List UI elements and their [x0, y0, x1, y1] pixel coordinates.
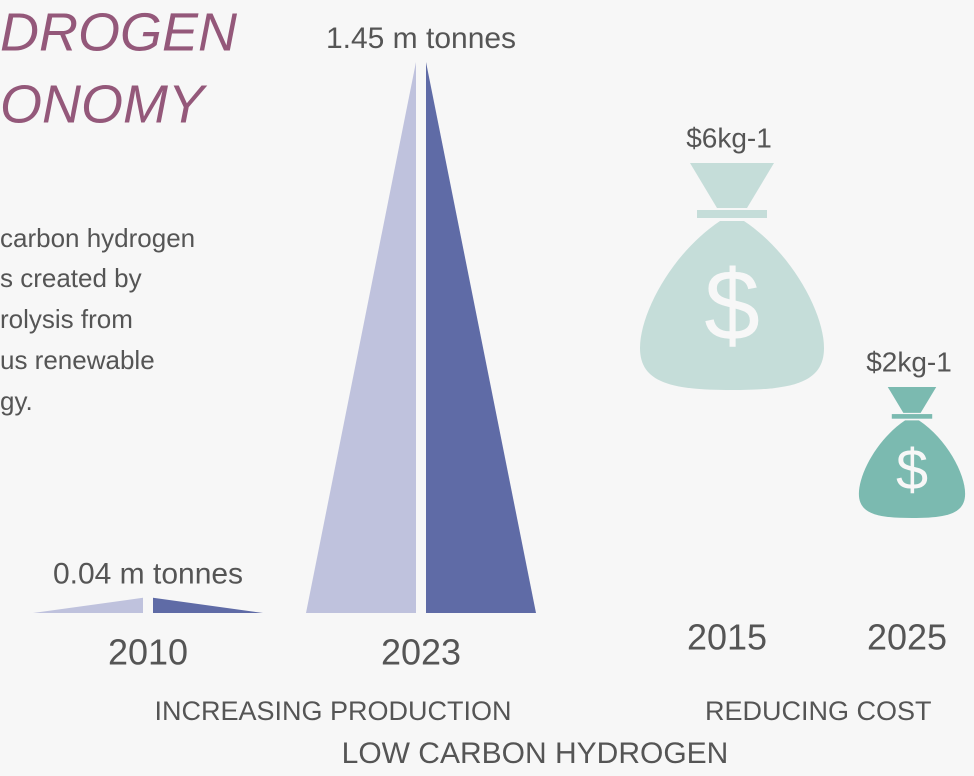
value-label: $6kg-1 — [686, 122, 772, 153]
body-line: gy. — [0, 386, 33, 416]
production-half — [306, 62, 416, 613]
body-line: s created by — [0, 263, 142, 293]
bag-body — [858, 420, 966, 518]
bag-neck — [690, 163, 774, 208]
section-label: REDUCING COST — [705, 696, 932, 726]
value-label: 0.04 m tonnes — [53, 558, 243, 591]
production-half — [33, 597, 143, 613]
body-line: us renewable — [0, 345, 155, 375]
category-label: 2015 — [687, 617, 767, 658]
title-line: DROGEN — [0, 2, 238, 62]
value-label: 1.45 m tonnes — [326, 22, 516, 55]
category-label: 2010 — [108, 632, 188, 673]
money-bag: $ — [858, 386, 966, 518]
body-line: carbon hydrogen — [0, 223, 195, 253]
value-label: $2kg-1 — [866, 346, 952, 377]
title-line: ONOMY — [0, 74, 208, 134]
production-half — [153, 597, 263, 613]
bag-body — [640, 221, 824, 390]
category-label: 2025 — [867, 617, 947, 658]
section-label: INCREASING PRODUCTION — [154, 696, 511, 726]
body-line: rolysis from — [0, 304, 133, 334]
production-half — [426, 62, 536, 613]
money-bag: $ — [640, 163, 824, 390]
bag-symbol: $ — [896, 438, 928, 502]
bag-band — [891, 414, 933, 419]
bag-symbol: $ — [704, 249, 760, 361]
bag-band — [697, 210, 767, 218]
footer: LOW CARBON HYDROGEN — [342, 737, 729, 770]
category-label: 2023 — [381, 632, 461, 673]
bag-neck — [887, 386, 937, 413]
